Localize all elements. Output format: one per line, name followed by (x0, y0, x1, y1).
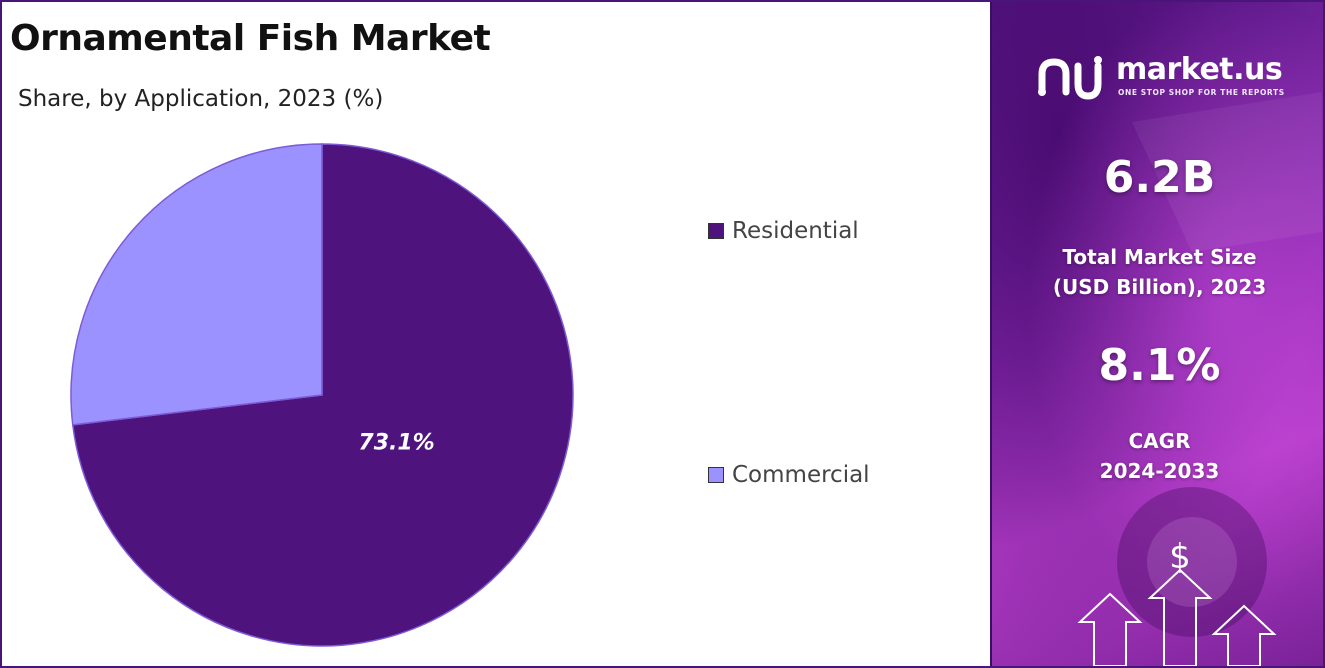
chart-panel: Ornamental Fish Market Share, by Applica… (2, 2, 990, 666)
pie-slice-commercial (70, 143, 323, 426)
pie-data-label-residential: 73.1% (358, 431, 434, 456)
market-us-logo: market.us ONE STOP SHOP FOR THE REPORTS (1036, 52, 1306, 102)
arrow-up-icon (1147, 568, 1213, 666)
chart-subtitle: Share, by Application, 2023 (%) (18, 86, 384, 112)
cagr-label-line1: CAGR (1128, 429, 1191, 453)
dollar-icon: $ (1169, 537, 1191, 577)
market-size-label-line1: Total Market Size (1062, 245, 1257, 269)
background-decoration (1117, 92, 1322, 637)
logo-tagline: ONE STOP SHOP FOR THE REPORTS (1118, 88, 1285, 97)
logo-mark-icon (1038, 56, 1102, 100)
cagr-label-line2: 2024-2033 (1099, 459, 1220, 483)
market-size-label-line2: (USD Billion), 2023 (1052, 275, 1267, 299)
market-size-value: 6.2B (1103, 152, 1216, 203)
legend-label-residential: Residential (732, 218, 859, 244)
legend-item-residential: Residential (708, 218, 859, 244)
chart-title: Ornamental Fish Market (10, 18, 491, 59)
legend-item-commercial: Commercial (708, 462, 870, 488)
arrow-up-icon (1077, 592, 1143, 666)
arrow-up-icon (1211, 604, 1277, 666)
legend-label-commercial: Commercial (732, 462, 870, 488)
logo-name: market.us (1116, 52, 1283, 87)
pie-chart: 73.1% (70, 143, 574, 647)
legend-swatch-residential (708, 223, 724, 239)
pie-slice-residential (71, 143, 574, 647)
growth-arrows-illustration: $ (1077, 537, 1277, 666)
cagr-value: 8.1% (1098, 340, 1221, 391)
legend-swatch-commercial (708, 467, 724, 483)
stats-panel: market.us ONE STOP SHOP FOR THE REPORTS … (990, 2, 1323, 666)
